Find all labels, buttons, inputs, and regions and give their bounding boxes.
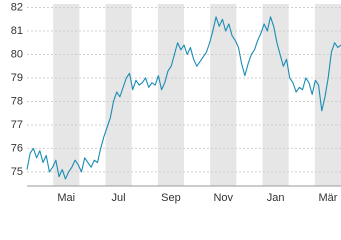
y-tick-label: 76	[11, 142, 23, 154]
x-tick-label: Jul	[112, 192, 126, 204]
month-band	[314, 4, 341, 186]
x-tick-label: Sep	[161, 192, 181, 204]
x-tick-label: Jan	[267, 192, 285, 204]
month-band	[53, 4, 80, 186]
y-tick-label: 80	[11, 48, 23, 60]
y-tick-label: 78	[11, 95, 23, 107]
y-tick-label: 81	[11, 25, 23, 37]
x-tick-label: Mär	[318, 192, 337, 204]
month-band	[157, 4, 184, 186]
x-tick-label: Nov	[213, 192, 233, 204]
price-line	[26, 16, 341, 180]
y-tick-label: 79	[11, 72, 23, 84]
chart: Mai Jul Sep Nov Jan Mär 75 76 77 78 79 80 81 82	[11, 1, 341, 204]
y-tick-label: 75	[11, 166, 23, 178]
y-tick-label: 82	[11, 1, 23, 13]
x-tick-label: Mai	[57, 192, 75, 204]
y-tick-label: 77	[11, 119, 23, 131]
